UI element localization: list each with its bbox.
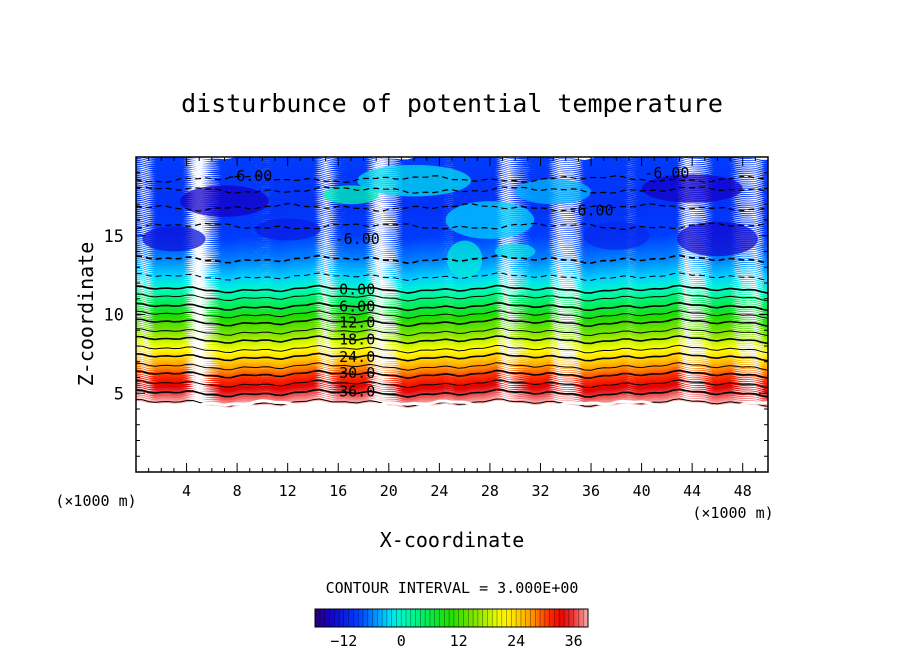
contour-line [136, 327, 768, 337]
contour-line [136, 202, 768, 212]
turbulence-patch [445, 201, 535, 239]
contour-line [136, 344, 768, 354]
y-tick-label: 10 [104, 306, 124, 326]
upper-turbulence [142, 164, 758, 279]
turbulence-patch [676, 221, 758, 257]
turbulence-patch [583, 221, 650, 250]
turbulence-patch [641, 174, 743, 203]
x-tick-label: 24 [430, 482, 448, 500]
colorbar-tick-labels: −12 0 12 24 36 [330, 632, 582, 650]
y-tick-labels: 5 10 15 [104, 227, 124, 405]
contour-label: -6.00 [335, 230, 380, 248]
colorbar-tick-label: 24 [507, 632, 525, 650]
turbulence-patch [180, 185, 269, 217]
contour-line [136, 222, 768, 231]
contour-line [136, 310, 768, 319]
x-tick-label: 4 [182, 482, 191, 500]
x-tick-label: 32 [531, 482, 549, 500]
y-tick-label: 5 [114, 384, 124, 404]
color-band [146, 157, 768, 163]
x-tick-label: 8 [233, 482, 242, 500]
x-tick-label: 16 [329, 482, 347, 500]
turbulence-patch [142, 226, 206, 252]
contour-labels: -6.00 -6.00 -6.00 -6.00 0.006.0012.018.024.0… [227, 164, 689, 401]
x-axis-label: X-coordinate [380, 528, 525, 552]
contour-line [136, 317, 768, 328]
contour-label: 0.00 [339, 280, 375, 298]
contour-line [136, 388, 768, 398]
colorbar-frame [314, 608, 589, 628]
contour-line [136, 301, 768, 312]
x-tick-label: 40 [633, 482, 651, 500]
contour-line [136, 362, 768, 371]
contour-label: 6.00 [339, 298, 375, 316]
contour-label: 36.0 [339, 383, 375, 401]
contour-label: -6.00 [568, 202, 613, 220]
colorbar-tick-label: 0 [397, 632, 406, 650]
colorbar-tick-label: −12 [330, 632, 357, 650]
contour-lines [136, 175, 768, 410]
colorbar-tick-label: 12 [450, 632, 468, 650]
contour-label: 12.0 [339, 313, 375, 331]
x-tick-labels: 4 8 12 16 20 24 28 32 36 40 44 48 [182, 482, 752, 500]
x-tick-label: 48 [734, 482, 752, 500]
x-tick-label: 36 [582, 482, 600, 500]
contour-line [136, 352, 768, 362]
x-unit-label-left: (×1000 m) [55, 492, 136, 510]
contour-line [136, 272, 768, 282]
contour-line [136, 175, 768, 184]
contour-line [136, 186, 768, 194]
plot-area [136, 157, 768, 472]
contour-label: 24.0 [339, 348, 375, 366]
contour-line [136, 254, 768, 265]
y-axis-label: Z-coordinate [74, 242, 98, 387]
colorbar-tick-label: 36 [565, 632, 583, 650]
chart-title: disturbunce of potential temperature [181, 89, 723, 118]
contour-line [136, 292, 768, 302]
contour-label: 18.0 [339, 331, 375, 349]
y-tick-label: 15 [104, 227, 124, 247]
turbulence-patch [254, 218, 321, 241]
x-tick-label: 20 [380, 482, 398, 500]
turbulence-patch [515, 179, 592, 205]
colorbar: −12 0 12 24 36 [314, 608, 589, 650]
ground-boundary [136, 398, 768, 410]
turbulence-patch [446, 240, 483, 279]
x-tick-label: 28 [481, 482, 499, 500]
axis-ticks [136, 157, 768, 472]
colorbar-cells [319, 609, 584, 627]
contour-label: 30.0 [339, 364, 375, 382]
contour-interval-label: CONTOUR INTERVAL = 3.000E+00 [326, 579, 579, 597]
contour-line [136, 369, 768, 380]
colorbar-gradient [315, 609, 588, 627]
contour-label: -6.00 [644, 164, 689, 182]
contour-line [136, 284, 768, 294]
contour-line [136, 335, 768, 345]
x-unit-label-right: (×1000 m) [692, 504, 773, 522]
turbulence-patch [494, 243, 536, 260]
contour-label: -6.00 [227, 167, 272, 185]
contour-line [136, 379, 768, 389]
x-tick-label: 12 [279, 482, 297, 500]
x-tick-label: 44 [683, 482, 701, 500]
turbulence-patch [357, 164, 471, 197]
